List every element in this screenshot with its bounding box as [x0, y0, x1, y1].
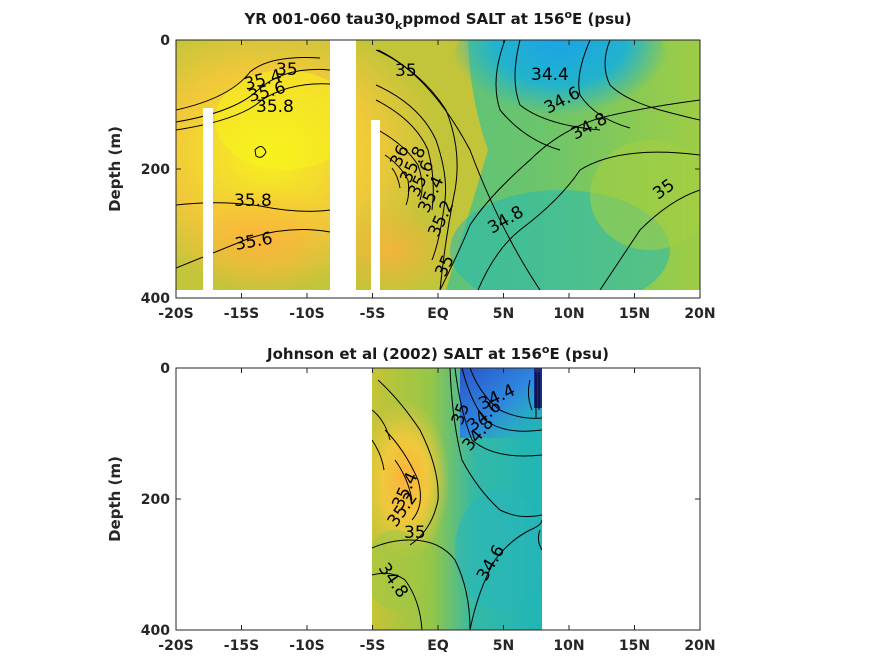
contour-label: 34.4 [531, 65, 569, 85]
x-tick-label: 10N [553, 638, 584, 654]
x-tick-label: 20N [684, 306, 715, 322]
panel-top-data-gap [371, 120, 380, 291]
contour-label: 35.8 [234, 191, 272, 211]
panel-bottom-title: Johnson et al (2002) SALT at 156oE (psu) [266, 343, 609, 363]
contour-label: 35 [276, 60, 298, 80]
x-tick-label: -10S [289, 638, 324, 654]
panel-top-salinity-field [176, 40, 700, 290]
panel-top-x-ticks: -20S -15S -10S -5S EQ 5N 10N 15N 20N [158, 40, 716, 322]
x-tick-label: -20S [158, 306, 193, 322]
panel-top-y-ticks: 0 200 400 [141, 33, 700, 307]
x-tick-label: 15N [619, 306, 650, 322]
contour-label: 35 [404, 523, 426, 543]
panel-bottom-salinity-field [372, 368, 542, 630]
x-tick-label: 15N [619, 638, 650, 654]
panel-top-y-axis-label: Depth (m) [106, 126, 124, 212]
y-tick-label: 400 [141, 623, 170, 639]
y-tick-label: 0 [160, 33, 170, 49]
x-tick-label: EQ [427, 638, 449, 654]
x-tick-label: -15S [224, 306, 259, 322]
x-tick-label: -5S [360, 638, 386, 654]
panel-top-data-gap [330, 40, 356, 291]
x-tick-label: 20N [684, 638, 715, 654]
y-tick-label: 400 [141, 291, 170, 307]
panel-bottom: Johnson et al (2002) SALT at 156oE (psu) [106, 343, 716, 654]
x-tick-label: -10S [289, 306, 324, 322]
panel-bottom-y-axis-label: Depth (m) [106, 456, 124, 542]
contour-label: 35 [395, 61, 417, 81]
panel-bottom-y-ticks: 0 200 400 [141, 361, 700, 639]
x-tick-label: -5S [360, 306, 386, 322]
panel-bottom-x-ticks: -20S -15S -10S -5S EQ 5N 10N 15N 20N [158, 368, 716, 654]
y-tick-label: 200 [141, 162, 170, 178]
y-tick-label: 200 [141, 492, 170, 508]
x-tick-label: 5N [493, 306, 514, 322]
x-tick-label: -15S [224, 638, 259, 654]
x-tick-label: -20S [158, 638, 193, 654]
x-tick-label: EQ [427, 306, 449, 322]
x-tick-label: 5N [493, 638, 514, 654]
panel-top-title: YR 001-060 tau30kppmod SALT at 156oE (ps… [243, 8, 631, 32]
y-tick-label: 0 [160, 361, 170, 377]
panel-top: YR 001-060 tau30kppmod SALT at 156oE (ps… [106, 8, 716, 322]
contour-label: 35.8 [256, 97, 294, 117]
panel-top-data-gap [203, 108, 213, 291]
x-tick-label: 10N [553, 306, 584, 322]
